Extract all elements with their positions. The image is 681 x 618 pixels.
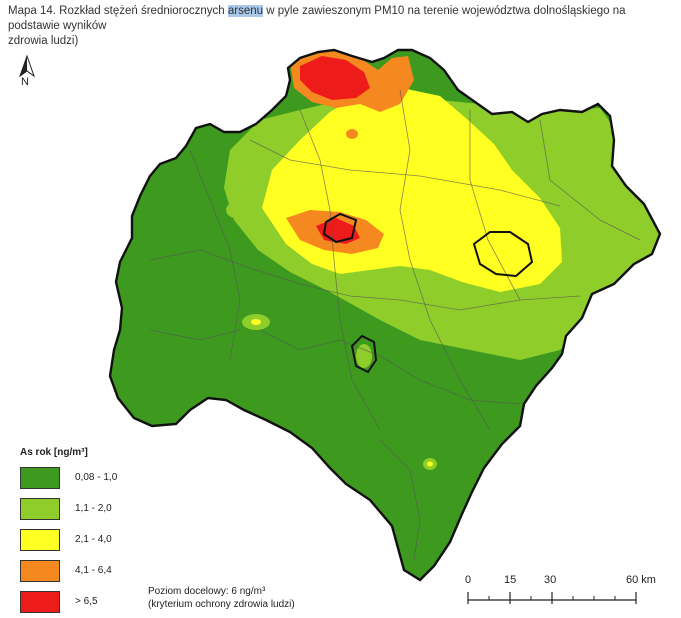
scale-bar-ruler-icon (467, 592, 637, 604)
caption-text-3: zdrowia ludzi) (8, 35, 79, 47)
caption-highlight: arsenu (227, 5, 264, 17)
scale-bar: 0 15 30 60 km (460, 574, 660, 614)
map-caption: Mapa 14. Rozkład stężeń średniorocznych … (8, 4, 676, 49)
legend-label: 4,1 - 6,4 (75, 565, 112, 576)
scale-label: 60 km (626, 574, 656, 586)
north-label: N (21, 76, 29, 88)
scale-label: 0 (465, 574, 472, 586)
caption-text-1: Mapa 14. Rozkład stężeń średniorocznych (8, 5, 228, 17)
note-line-2: (kryterium ochrony zdrowia ludzi) (148, 599, 295, 610)
legend-item: 1,1 - 2,0 (20, 498, 320, 522)
legend-label: 0,08 - 1,0 (75, 472, 118, 483)
north-arrow-icon (19, 54, 35, 78)
legend-item: 2,1 - 4,0 (20, 529, 320, 553)
legend-label: 1,1 - 2,0 (75, 503, 112, 514)
legend-label: 2,1 - 4,0 (75, 534, 112, 545)
legend-swatch (20, 560, 60, 582)
legend-swatch (20, 467, 60, 489)
legend-label: > 6,5 (75, 596, 98, 607)
legend-item: > 6,5 (20, 591, 320, 615)
target-level-note: Poziom docelowy: 6 ng/m³ (kryterium ochr… (148, 585, 295, 611)
scale-label: 15 (504, 574, 517, 586)
caption-text-2: w pyle zawieszonym PM10 na terenie wojew… (8, 5, 626, 32)
note-line-1: Poziom docelowy: 6 ng/m³ (148, 586, 266, 597)
legend-title: As rok [ng/m³] (20, 447, 88, 458)
legend-swatch (20, 529, 60, 551)
scale-label: 30 (544, 574, 557, 586)
legend-item: 0,08 - 1,0 (20, 467, 320, 491)
legend-item: 4,1 - 6,4 (20, 560, 320, 584)
legend-swatch (20, 591, 60, 613)
legend-swatch (20, 498, 60, 520)
